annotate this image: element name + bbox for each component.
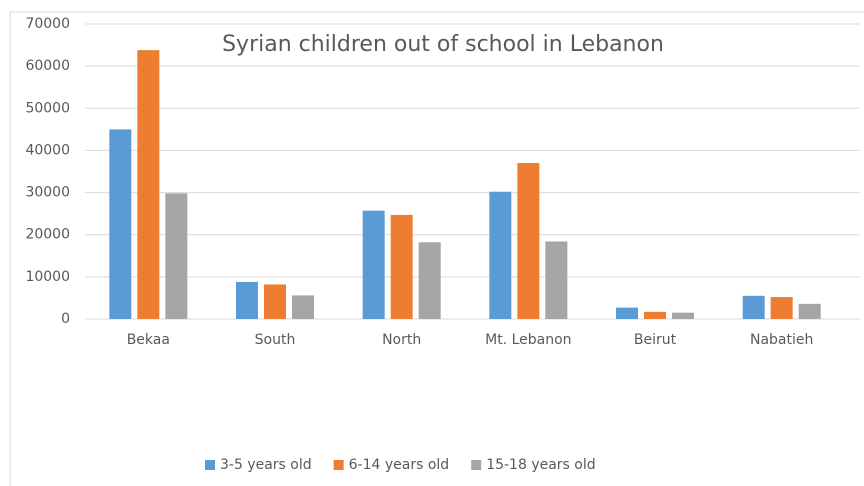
y-tick-label: 0 xyxy=(61,311,70,327)
bar xyxy=(137,50,160,319)
bar xyxy=(165,193,188,319)
bar xyxy=(798,303,821,319)
bar xyxy=(672,312,694,319)
bar xyxy=(362,210,385,319)
x-tick-label: Mt. Lebanon xyxy=(485,332,571,348)
x-tick-label: Bekaa xyxy=(127,332,170,348)
legend-swatch xyxy=(471,460,482,470)
chart-border xyxy=(9,11,864,486)
bar xyxy=(418,242,441,319)
x-tick-label: South xyxy=(255,332,296,348)
x-tick-label: Beirut xyxy=(634,332,677,348)
y-tick-label: 60000 xyxy=(25,58,70,74)
y-tick-label: 70000 xyxy=(25,16,70,32)
legend-swatch xyxy=(333,460,344,470)
bar xyxy=(770,297,793,319)
y-tick-label: 40000 xyxy=(25,142,70,158)
legend-label: 6-14 years old xyxy=(349,457,450,473)
legend-swatch xyxy=(205,460,215,470)
bar xyxy=(742,295,765,319)
y-tick-label: 10000 xyxy=(25,269,70,285)
y-tick-label: 20000 xyxy=(25,227,70,243)
bar xyxy=(292,295,314,319)
x-tick-label: Nabatieh xyxy=(750,332,813,348)
bar xyxy=(545,241,568,319)
bar xyxy=(489,191,512,319)
bar xyxy=(236,281,258,319)
y-tick-label: 50000 xyxy=(25,100,70,116)
legend-label: 3-5 years old xyxy=(220,457,312,473)
bar xyxy=(109,129,132,319)
legend-label: 15-18 years old xyxy=(486,457,595,473)
bar xyxy=(616,307,638,319)
bar xyxy=(517,163,540,319)
y-tick-label: 30000 xyxy=(25,185,70,201)
bar xyxy=(264,284,286,319)
bar xyxy=(644,311,666,319)
chart-title: Syrian children out of school in Lebanon xyxy=(222,32,664,57)
x-tick-label: North xyxy=(382,332,421,348)
bar xyxy=(390,214,413,319)
